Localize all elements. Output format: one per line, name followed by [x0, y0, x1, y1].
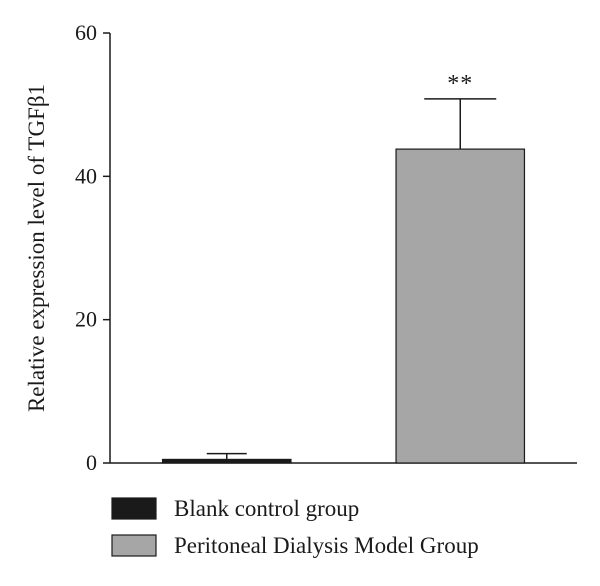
bar — [161, 458, 292, 464]
error-bars — [206, 98, 497, 460]
y-ticks: 0 20 40 60 — [75, 20, 110, 475]
y-tick-label: 0 — [86, 450, 97, 475]
significance-labels: ** — [447, 71, 473, 97]
legend-swatch — [111, 497, 157, 520]
y-tick-label: 60 — [75, 20, 97, 45]
y-tick-label: 40 — [75, 163, 97, 188]
y-axis-title: Relative expression level of TGFβ1 — [24, 84, 49, 412]
legend-label: Peritoneal Dialysis Model Group — [174, 533, 479, 558]
legend-swatch — [111, 534, 157, 557]
legend-label: Blank control group — [174, 496, 359, 521]
y-tick-label: 20 — [75, 307, 97, 332]
bars — [161, 148, 526, 464]
bar — [395, 148, 526, 464]
legend: Blank control group Peritoneal Dialysis M… — [111, 496, 479, 558]
significance-marker: ** — [447, 71, 473, 97]
